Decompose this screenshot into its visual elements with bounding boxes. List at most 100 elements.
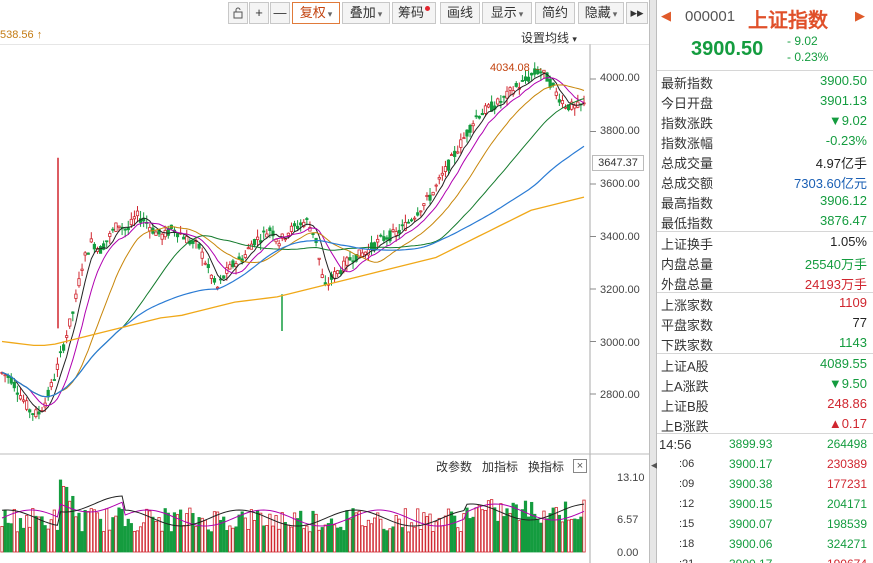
candle-body: [456, 151, 460, 154]
toolbar-button-3[interactable]: 复权 ▾: [292, 2, 340, 24]
quote-panel: ◀ 000001 上证指数 ▶ 3900.50 - 9.02 - 0.23% 最…: [657, 0, 873, 563]
volume-bar: [46, 528, 50, 553]
volume-bar: [80, 531, 84, 553]
price-axis-label: 4000.00: [600, 72, 640, 84]
volume-bar: [530, 501, 534, 553]
quote-value: -0.23%: [825, 133, 867, 148]
quote-label: 下跌家数: [661, 338, 714, 353]
volume-bar: [539, 522, 543, 553]
candle-body: [502, 95, 506, 98]
volume-bar: [573, 518, 577, 553]
volume-bar: [15, 531, 19, 553]
quote-value: 4089.55: [820, 356, 867, 371]
quote-label: 最新指数: [661, 76, 714, 91]
candle-body: [55, 363, 60, 370]
price-chart-svg[interactable]: [0, 44, 649, 563]
zoom-in-icon[interactable]: +: [249, 2, 269, 24]
volume-bar: [292, 512, 297, 553]
ma-setting-dropdown[interactable]: 设置均线 ▾: [521, 29, 577, 46]
zoom-out-icon[interactable]: —: [270, 2, 290, 24]
edit-params-button[interactable]: 改参数: [436, 460, 473, 474]
close-icon[interactable]: ×: [573, 459, 587, 473]
candle-body: [31, 413, 35, 416]
volume-bar: [579, 516, 583, 553]
volume-bar: [151, 516, 155, 553]
lock-icon[interactable]: [228, 2, 248, 24]
collapse-arrow-icon[interactable]: ◀: [651, 460, 658, 470]
volume-bar: [126, 518, 130, 553]
volume-bar: [354, 512, 358, 553]
volume-bar: [431, 531, 435, 553]
tick-price: 3900.17: [729, 557, 772, 563]
tick-row: :09 3900.38 177231: [657, 474, 873, 494]
quote-label: 最高指数: [661, 196, 714, 211]
tick-time: :15: [679, 518, 695, 530]
candle-body: [446, 159, 451, 171]
candle-body: [449, 154, 454, 156]
tick-row: :06 3900.17 230389: [657, 454, 873, 474]
volume-bar: [514, 504, 518, 553]
next-stock-icon[interactable]: ▶: [855, 8, 865, 23]
quote-value: 1.05%: [830, 234, 867, 249]
candle-body: [379, 234, 383, 237]
stock-name: 上证指数: [748, 10, 828, 32]
toolbar-button-6[interactable]: 画线: [440, 2, 480, 24]
volume-bar: [243, 517, 247, 553]
tick-volume: 204171: [826, 497, 867, 511]
candle-body: [397, 229, 401, 234]
volume-bar: [148, 510, 152, 553]
tick-row: :12 3900.15 204171: [657, 494, 873, 514]
volume-bar: [428, 513, 432, 553]
candle-body: [86, 252, 90, 255]
candle-body: [15, 392, 19, 395]
candle-body: [339, 270, 343, 275]
volume-bar: [175, 514, 180, 553]
volume-bar: [413, 526, 417, 553]
candle-body: [413, 217, 417, 220]
volume-bar: [517, 520, 521, 553]
toolbar-button-4[interactable]: 叠加 ▾: [342, 2, 390, 24]
candle-body: [3, 374, 7, 377]
quote-label: 指数涨幅: [661, 136, 714, 151]
quote-value: 24193万手: [804, 277, 867, 292]
volume-bar: [443, 515, 448, 553]
volume-bar: [286, 524, 290, 553]
panel-splitter[interactable]: ◀: [649, 0, 658, 563]
candle-body: [25, 400, 29, 410]
volume-bar: [563, 501, 568, 553]
volume-bar: [160, 530, 164, 553]
volume-bar: [43, 525, 47, 553]
add-indicator-button[interactable]: 加指标: [482, 460, 519, 474]
ma-setting-label: 设置均线: [521, 31, 570, 45]
expand-icon[interactable]: ▸▸: [626, 2, 648, 24]
candle-body: [357, 249, 361, 258]
volume-bar: [406, 531, 411, 553]
price-axis-label: 3400.00: [600, 231, 640, 243]
candle-body: [530, 72, 534, 76]
volume-bar: [308, 531, 312, 553]
stock-code: 000001: [685, 8, 736, 25]
candle-body: [409, 219, 414, 222]
volume-bar: [456, 527, 460, 553]
toolbar-button-label: —: [273, 5, 287, 20]
candle-body: [394, 231, 398, 236]
toolbar-button-5[interactable]: 筹码: [392, 2, 436, 24]
tick-price: 3900.06: [729, 537, 773, 551]
prev-stock-icon[interactable]: ◀: [661, 8, 671, 23]
toolbar-button-9[interactable]: 隐藏 ▾: [578, 2, 624, 24]
volume-bar: [419, 528, 423, 553]
candle-body: [255, 236, 260, 240]
candle-body: [203, 262, 207, 265]
candle-body: [296, 225, 300, 229]
switch-indicator-button[interactable]: 换指标: [528, 460, 565, 474]
quote-label: 总成交额: [661, 176, 714, 191]
volume-bar: [320, 527, 324, 553]
volume-bar: [234, 526, 238, 553]
quote-value: 1109: [839, 295, 867, 310]
candle-body: [560, 100, 565, 105]
toolbar-button-8[interactable]: 简约: [535, 2, 575, 24]
quote-label: 今日开盘: [661, 96, 714, 111]
candle-body: [37, 411, 41, 415]
quote-row: 平盘家数 77: [657, 313, 873, 333]
toolbar-button-7[interactable]: 显示 ▾: [482, 2, 532, 24]
